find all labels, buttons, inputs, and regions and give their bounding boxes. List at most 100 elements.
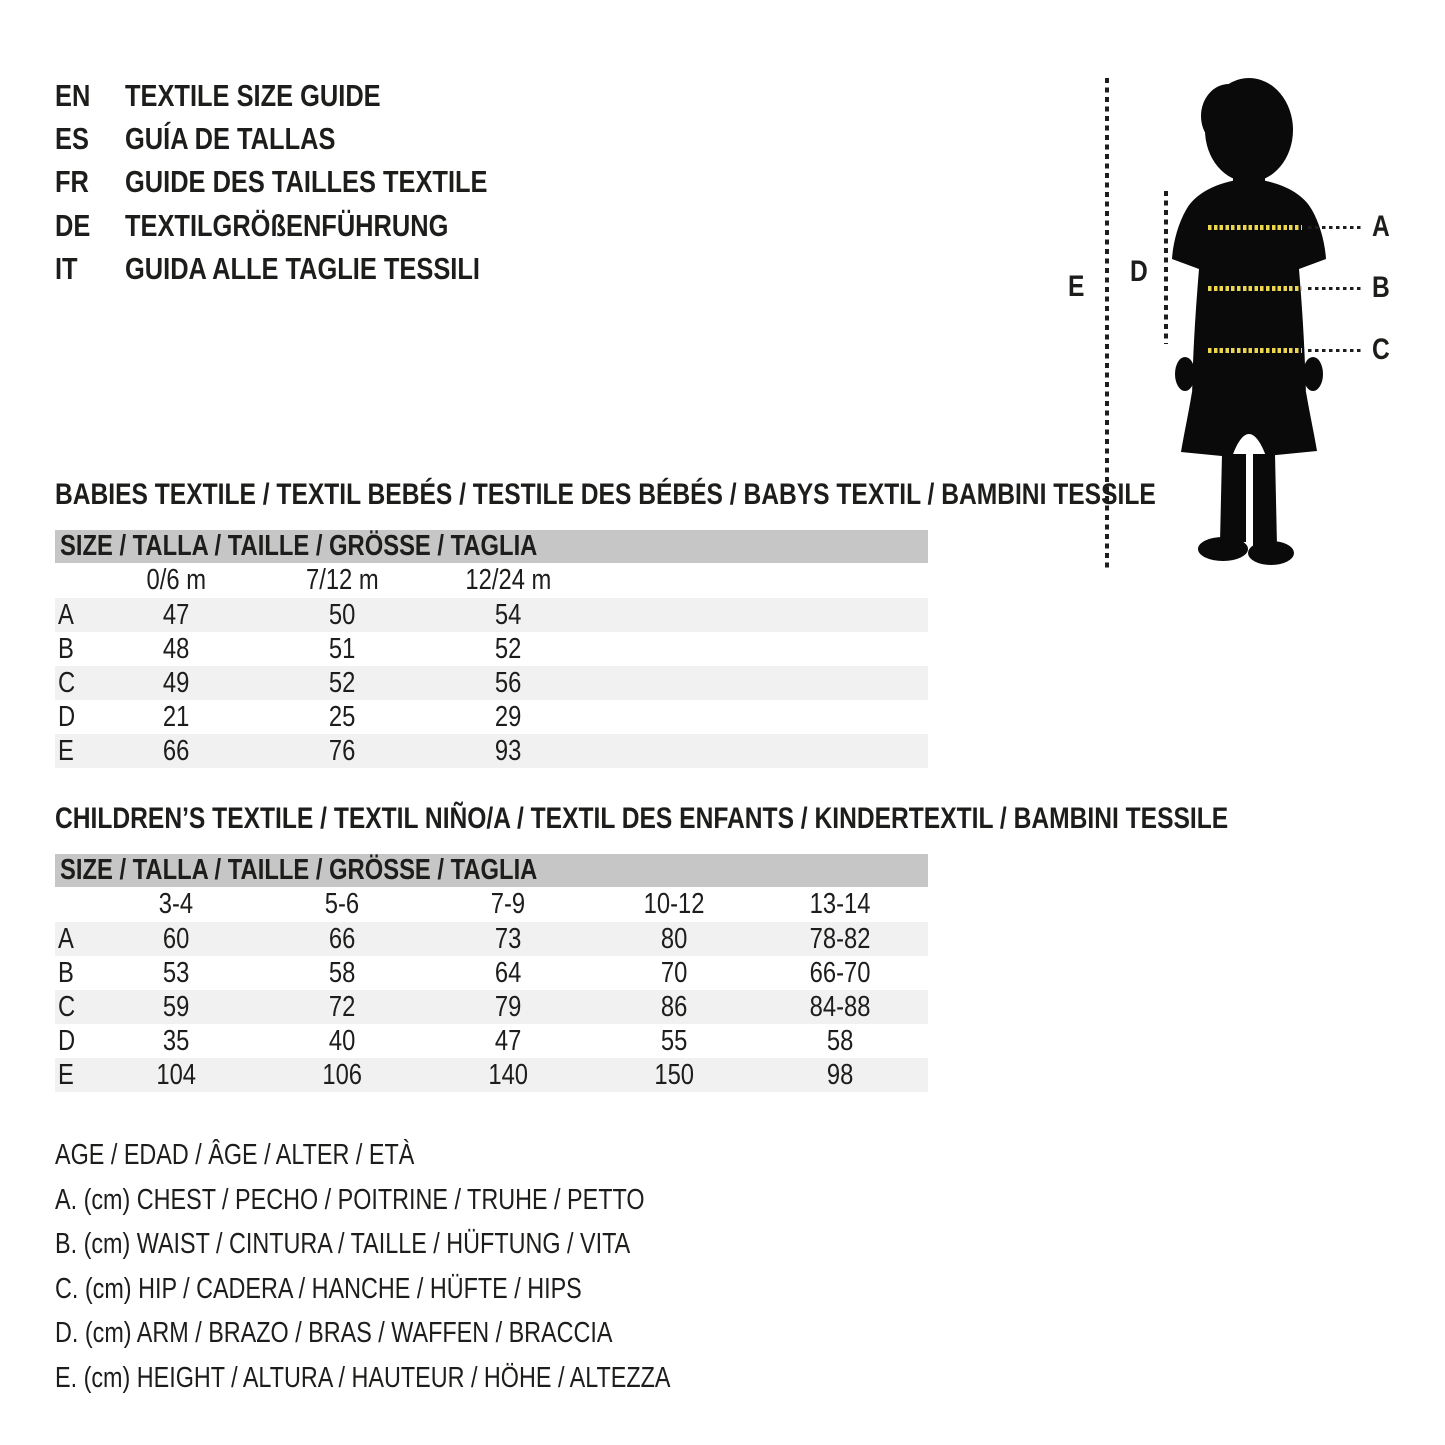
cell-value: 47 bbox=[494, 1024, 522, 1057]
row-label: C bbox=[58, 990, 76, 1023]
cell-value: 56 bbox=[494, 666, 522, 699]
language-code: IT bbox=[55, 251, 78, 287]
cell-value: 84-88 bbox=[809, 990, 871, 1023]
language-row-it: IT GUIDA ALLE TAGLIE TESSILI bbox=[55, 248, 567, 291]
table-row-B: B 48 51 52 bbox=[55, 632, 928, 666]
cell-value: 58 bbox=[328, 956, 356, 989]
language-code: EN bbox=[55, 77, 91, 113]
legend-line-chest: A. (cm) CHEST / PECHO / POITRINE / TRUHE… bbox=[55, 1183, 645, 1216]
guide-title-es: GUÍA DE TALLAS bbox=[125, 121, 336, 157]
measurement-legend: AGE / EDAD / ÂGE / ALTER / ETÀ A. (cm) C… bbox=[55, 1133, 806, 1401]
column-header: 13-14 bbox=[809, 888, 871, 920]
column-header: 0/6 m bbox=[146, 564, 206, 596]
cell-value: 55 bbox=[660, 1024, 688, 1057]
row-label: E bbox=[58, 734, 74, 767]
column-header: 10-12 bbox=[643, 888, 705, 920]
cell-value: 50 bbox=[328, 598, 356, 631]
cell-value: 48 bbox=[162, 632, 190, 665]
cell-value: 52 bbox=[328, 666, 356, 699]
cell-value: 35 bbox=[162, 1024, 190, 1057]
legend-line-age: AGE / EDAD / ÂGE / ALTER / ETÀ bbox=[55, 1139, 415, 1171]
cell-value: 49 bbox=[162, 666, 190, 699]
column-header: 7-9 bbox=[490, 888, 526, 920]
hip-measure-dash-C bbox=[1208, 348, 1302, 353]
cell-value: 66-70 bbox=[809, 956, 871, 989]
table-row-A: A 60 66 73 80 78-82 bbox=[55, 922, 928, 956]
table-row-C: C 49 52 56 bbox=[55, 666, 928, 700]
cell-value: 76 bbox=[328, 734, 356, 767]
legend-line-arm: D. (cm) ARM / BRAZO / BRAS / WAFFEN / BR… bbox=[55, 1317, 613, 1350]
row-label: A bbox=[58, 922, 74, 955]
cell-value: 51 bbox=[328, 632, 356, 665]
column-header: 3-4 bbox=[158, 888, 194, 920]
guide-title-fr: GUIDE DES TAILLES TEXTILE bbox=[125, 164, 488, 200]
cell-value: 104 bbox=[156, 1058, 196, 1091]
cell-value: 66 bbox=[328, 922, 356, 955]
figure-label-A: A bbox=[1372, 210, 1390, 243]
cell-value: 64 bbox=[494, 956, 522, 989]
cell-value: 59 bbox=[162, 990, 190, 1023]
cell-value: 40 bbox=[328, 1024, 356, 1057]
cell-value: 150 bbox=[654, 1058, 694, 1091]
column-header: 7/12 m bbox=[305, 564, 379, 596]
babies-column-header-row: 0/6 m 7/12 m 12/24 m bbox=[55, 563, 928, 598]
cell-value: 106 bbox=[322, 1058, 362, 1091]
arm-measure-line-D bbox=[1164, 191, 1168, 344]
waist-leader-dots-B bbox=[1308, 287, 1362, 290]
figure-label-D: D bbox=[1130, 255, 1148, 288]
children-section-heading: CHILDREN’S TEXTILE / TEXTIL NIÑO/A / TEX… bbox=[55, 802, 1229, 835]
table-row-B: B 53 58 64 70 66-70 bbox=[55, 956, 928, 990]
guide-title-it: GUIDA ALLE TAGLIE TESSILI bbox=[125, 251, 480, 287]
language-code: FR bbox=[55, 164, 89, 200]
cell-value: 72 bbox=[328, 990, 356, 1023]
table-row-C: C 59 72 79 86 84-88 bbox=[55, 990, 928, 1024]
row-label: E bbox=[58, 1058, 74, 1091]
table-row-D: D 35 40 47 55 58 bbox=[55, 1024, 928, 1058]
cell-value: 80 bbox=[660, 922, 688, 955]
waist-measure-dash-B bbox=[1208, 286, 1302, 291]
guide-title-de: TEXTILGRÖßENFÜHRUNG bbox=[125, 207, 449, 243]
row-label: D bbox=[58, 700, 76, 733]
chest-leader-dots-A bbox=[1308, 226, 1362, 229]
cell-value: 21 bbox=[162, 700, 190, 733]
cell-value: 52 bbox=[494, 632, 522, 665]
cell-value: 73 bbox=[494, 922, 522, 955]
cell-value: 25 bbox=[328, 700, 356, 733]
language-code: ES bbox=[55, 121, 89, 157]
cell-value: 58 bbox=[826, 1024, 854, 1057]
column-header: 12/24 m bbox=[465, 564, 551, 596]
language-code: DE bbox=[55, 207, 91, 243]
legend-line-hip: C. (cm) HIP / CADERA / HANCHE / HÜFTE / … bbox=[55, 1272, 582, 1305]
column-header: 5-6 bbox=[324, 888, 360, 920]
babies-size-table: SIZE / TALLA / TAILLE / GRÖSSE / TAGLIA … bbox=[55, 530, 928, 768]
cell-value: 140 bbox=[488, 1058, 528, 1091]
children-size-header-bar: SIZE / TALLA / TAILLE / GRÖSSE / TAGLIA bbox=[55, 854, 928, 887]
legend-line-height: E. (cm) HEIGHT / ALTURA / HAUTEUR / HÖHE… bbox=[55, 1361, 671, 1394]
row-label: B bbox=[58, 632, 74, 665]
language-row-de: DE TEXTILGRÖßENFÜHRUNG bbox=[55, 204, 567, 247]
cell-value: 78-82 bbox=[809, 922, 871, 955]
height-measure-line-E bbox=[1105, 78, 1109, 572]
row-label: C bbox=[58, 666, 76, 699]
row-label: A bbox=[58, 598, 74, 631]
cell-value: 66 bbox=[162, 734, 190, 767]
language-row-es: ES GUÍA DE TALLAS bbox=[55, 117, 567, 160]
table-row-D: D 21 25 29 bbox=[55, 700, 928, 734]
table-row-E: E 66 76 93 bbox=[55, 734, 928, 768]
cell-value: 79 bbox=[494, 990, 522, 1023]
guide-title-en: TEXTILE SIZE GUIDE bbox=[125, 77, 381, 113]
hip-leader-dots-C bbox=[1308, 349, 1362, 352]
language-row-fr: FR GUIDE DES TAILLES TEXTILE bbox=[55, 161, 567, 204]
legend-line-waist: B. (cm) WAIST / CINTURA / TAILLE / HÜFTU… bbox=[55, 1228, 631, 1261]
cell-value: 54 bbox=[494, 598, 522, 631]
table-row-A: A 47 50 54 bbox=[55, 598, 928, 632]
babies-section-heading: BABIES TEXTILE / TEXTIL BEBÉS / TESTILE … bbox=[55, 478, 1156, 511]
children-size-table: SIZE / TALLA / TAILLE / GRÖSSE / TAGLIA … bbox=[55, 854, 928, 1092]
figure-label-C: C bbox=[1372, 333, 1390, 366]
language-title-list: EN TEXTILE SIZE GUIDE ES GUÍA DE TALLAS … bbox=[55, 74, 567, 291]
table-row-E: E 104 106 140 150 98 bbox=[55, 1058, 928, 1092]
row-label: D bbox=[58, 1024, 76, 1057]
children-column-header-row: 3-4 5-6 7-9 10-12 13-14 bbox=[55, 887, 928, 922]
cell-value: 60 bbox=[162, 922, 190, 955]
